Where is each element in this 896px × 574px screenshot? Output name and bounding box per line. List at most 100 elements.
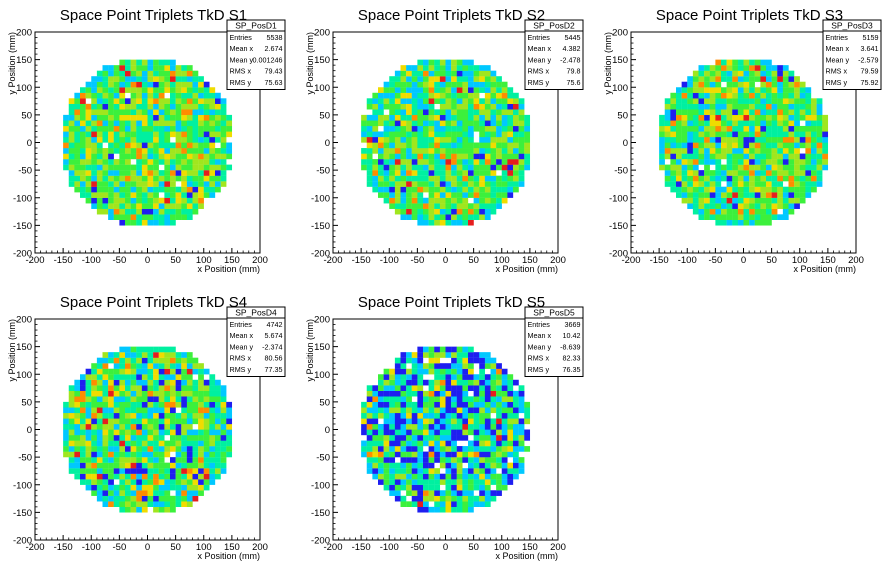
heatmap-bin <box>74 114 81 121</box>
y-tick-label: -200 <box>13 536 32 547</box>
heatmap-bin <box>771 153 778 160</box>
heatmap-bin <box>389 462 396 469</box>
heatmap-bin <box>198 379 204 386</box>
heatmap-bin <box>664 175 671 182</box>
histogram-panel-3: Space Point Triplets TkD S3-200 -150 -100-… <box>603 7 882 274</box>
heatmap-bin <box>743 170 750 176</box>
heatmap-bin <box>113 457 120 463</box>
heatmap-bin <box>518 181 525 187</box>
heatmap-bin <box>192 390 199 397</box>
heatmap-bin <box>462 192 469 198</box>
heatmap-bin <box>468 98 474 104</box>
y-axis-label: y Position (mm) <box>305 319 315 382</box>
heatmap-bin <box>125 346 131 353</box>
heatmap-bin <box>777 153 784 160</box>
heatmap-bin <box>507 181 514 187</box>
heatmap-bin <box>372 440 379 447</box>
heatmap-bin <box>721 65 727 71</box>
heatmap-bin <box>378 92 384 99</box>
panel-title: Space Point Triplets TkD S2 <box>358 7 545 24</box>
heatmap-bin <box>147 407 154 414</box>
heatmap-bin <box>417 473 424 480</box>
heatmap-bin <box>417 87 424 93</box>
heatmap-bin <box>681 181 688 187</box>
heatmap-bin <box>411 170 418 176</box>
heatmap-bin <box>434 490 441 496</box>
heatmap-bin <box>434 435 441 441</box>
heatmap-bin <box>164 136 171 143</box>
heatmap-bin <box>406 429 412 436</box>
heatmap-bin <box>518 131 525 138</box>
heatmap-bin <box>468 59 474 66</box>
heatmap-bin <box>198 136 204 143</box>
heatmap-bin <box>417 65 424 71</box>
heatmap-bin <box>456 468 463 474</box>
heatmap-bin <box>507 125 514 132</box>
heatmap-bin <box>513 136 519 143</box>
heatmap-bin <box>378 457 384 463</box>
heatmap-bin <box>361 401 367 408</box>
heatmap-bin <box>709 192 716 198</box>
heatmap-bin <box>411 385 418 391</box>
heatmap-bin <box>366 396 373 403</box>
heatmap-bin <box>389 379 396 386</box>
heatmap-bin <box>766 192 772 198</box>
heatmap-bin <box>456 186 463 193</box>
heatmap-bin <box>518 159 525 165</box>
heatmap-bin <box>125 462 131 469</box>
heatmap-bin <box>417 76 424 82</box>
heatmap-bin <box>490 159 497 165</box>
heatmap-bin <box>411 181 418 187</box>
heatmap-bin <box>676 92 682 99</box>
heatmap-bin <box>164 429 171 436</box>
heatmap-bin <box>822 164 829 171</box>
heatmap-bin <box>74 435 81 441</box>
heatmap-bin <box>501 423 508 430</box>
heatmap-bin <box>670 175 677 182</box>
heatmap-bin <box>209 435 216 441</box>
heatmap-bin <box>445 423 452 430</box>
heatmap-bin <box>136 390 143 397</box>
heatmap-bin <box>513 396 519 403</box>
heatmap-bin <box>136 352 143 358</box>
heatmap-bin <box>451 401 457 408</box>
heatmap-bin <box>445 214 452 220</box>
y-tick-label: -150 <box>311 221 330 232</box>
heatmap-bin <box>788 197 795 204</box>
heatmap-bin <box>479 87 486 93</box>
heatmap-bin <box>113 214 120 220</box>
heatmap-bin <box>96 186 103 193</box>
heatmap-bin <box>383 87 390 93</box>
heatmap-bin <box>186 407 193 414</box>
heatmap-bin <box>732 114 739 121</box>
heatmap-bin <box>181 435 188 441</box>
heatmap-bin <box>726 59 733 66</box>
heatmap-bin <box>203 153 210 160</box>
heatmap-bin <box>383 451 390 458</box>
heatmap-bin <box>749 120 755 127</box>
heatmap-bin <box>108 401 114 408</box>
heatmap-bin <box>136 197 143 204</box>
heatmap-bin <box>400 457 407 463</box>
heatmap-bin <box>518 462 525 469</box>
heatmap-bin <box>496 429 502 436</box>
heatmap-bin <box>164 352 171 358</box>
heatmap-bin <box>85 103 92 110</box>
heatmap-bin <box>698 175 705 182</box>
heatmap-bin <box>692 70 699 77</box>
heatmap-bin <box>513 125 519 132</box>
heatmap-bin <box>378 423 384 430</box>
heatmap-bin <box>389 418 396 425</box>
heatmap-bin <box>754 87 761 93</box>
heatmap-bin <box>473 479 480 485</box>
heatmap-bin <box>372 120 379 127</box>
heatmap-bin <box>771 98 778 104</box>
heatmap-bin <box>383 136 390 143</box>
heatmap-bin <box>805 192 812 198</box>
heatmap-bin <box>175 423 182 430</box>
heatmap-bin <box>411 70 418 77</box>
heatmap-bin <box>164 70 171 77</box>
heatmap-bin <box>501 374 508 380</box>
heatmap-bin <box>490 363 497 369</box>
heatmap-bin <box>428 368 435 375</box>
